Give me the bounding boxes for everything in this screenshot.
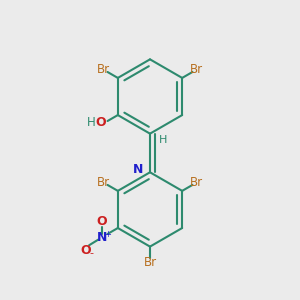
Text: -: - <box>89 249 94 259</box>
Text: O: O <box>97 215 107 228</box>
Text: O: O <box>96 116 106 129</box>
Text: H: H <box>159 135 168 145</box>
Text: O: O <box>80 244 91 256</box>
Text: Br: Br <box>190 176 203 189</box>
Text: +: + <box>104 230 111 239</box>
Text: Br: Br <box>97 63 110 76</box>
Text: Br: Br <box>143 256 157 269</box>
Text: Br: Br <box>190 63 203 76</box>
Text: H: H <box>87 116 96 129</box>
Text: N: N <box>97 231 107 244</box>
Text: N: N <box>133 163 143 176</box>
Text: Br: Br <box>97 176 110 189</box>
